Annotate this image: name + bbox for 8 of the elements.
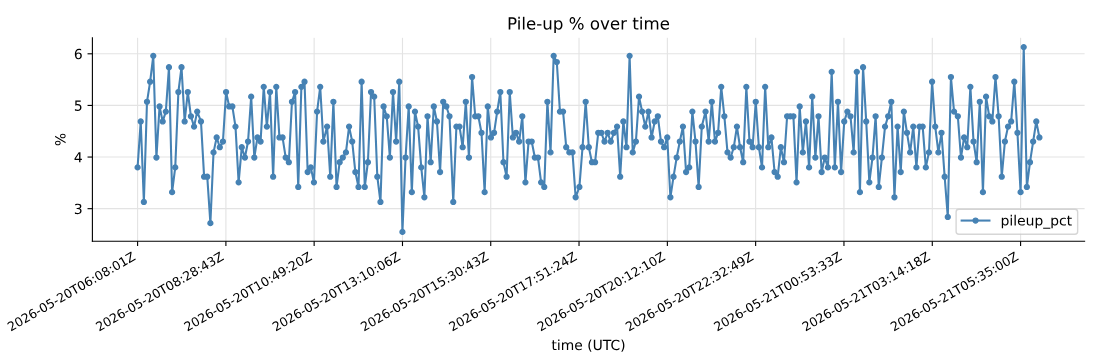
y-tick-label: 6 (74, 48, 82, 60)
legend-label: pileup_pct (1001, 214, 1072, 229)
chart-title: Pile-up % over time (508, 16, 670, 33)
y-tick-label: 5 (74, 100, 82, 111)
y-axis-title: % (55, 133, 66, 146)
x-axis-title: time (UTC) (551, 339, 625, 352)
y-tick-label: 4 (74, 152, 82, 163)
y-tick-label: 3 (74, 203, 82, 215)
